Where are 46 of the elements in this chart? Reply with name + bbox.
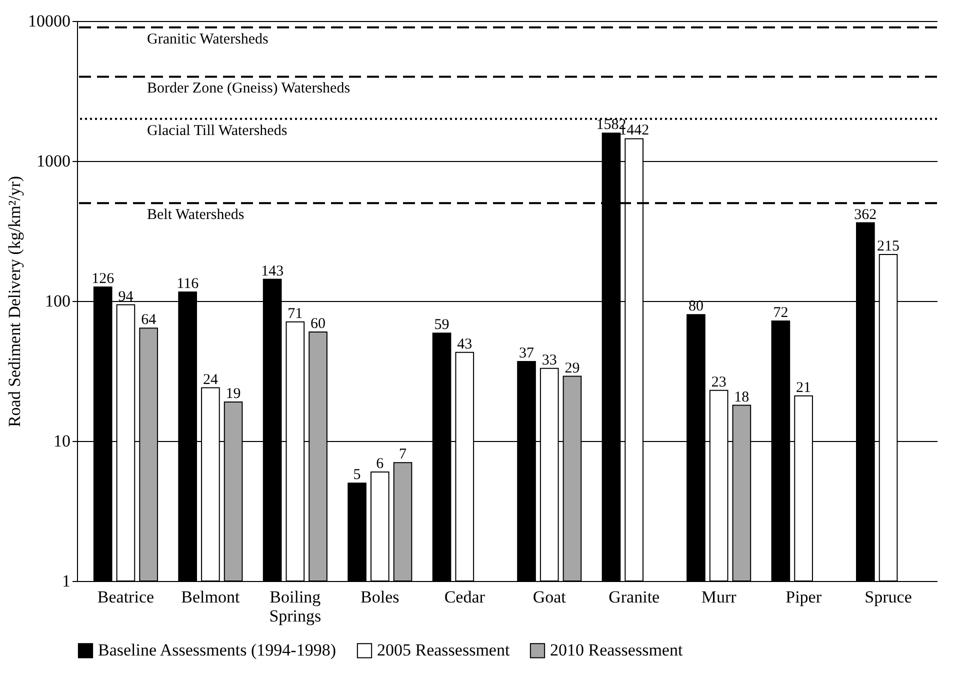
data-label: 5 [353, 467, 361, 484]
ref-line-label: Granitic Watersheds [147, 31, 269, 48]
data-label: 43 [457, 336, 472, 352]
data-label: 37 [519, 345, 535, 362]
y-tick-label: 1 [62, 572, 70, 590]
data-label: 143 [261, 263, 284, 280]
y-tick-label: 10000 [28, 12, 70, 30]
data-label: 7 [399, 446, 408, 463]
x-tick-label: Spruce [864, 588, 912, 606]
ref-line-label: Glacial Till Watersheds [147, 122, 288, 139]
data-label: 116 [176, 276, 200, 292]
x-tick-label: Beatrice [97, 588, 154, 606]
data-label: 71 [288, 306, 303, 322]
y-tick-label: 10 [54, 432, 70, 450]
data-label: 60 [310, 316, 326, 332]
data-label: 29 [564, 360, 580, 376]
data-label: 94 [118, 288, 134, 305]
y-tick-label: 1000 [36, 152, 70, 170]
x-tick-label: Boiling Springs [269, 588, 322, 626]
ref-line-label: Border Zone (Gneiss) Watersheds [147, 80, 350, 97]
data-label: 33 [542, 352, 557, 368]
x-tick-label: Boles [360, 588, 400, 606]
y-axis-title: Road Sediment Delivery (kg/km²/yr) [5, 176, 24, 428]
data-label: 6 [376, 456, 384, 472]
x-tick-label: Piper [786, 588, 822, 606]
legend-label: Baseline Assessments (1994-1998) [98, 640, 336, 660]
x-tick-label: Granite [608, 588, 660, 606]
y-tick-label: 100 [45, 292, 70, 310]
legend-label: 2005 Reassessment [377, 640, 510, 660]
data-label: 18 [734, 389, 750, 406]
legend-label: 2010 Reassessment [550, 640, 683, 660]
data-label: 19 [226, 386, 241, 402]
x-tick-label: Goat [532, 588, 566, 606]
x-tick-label: Murr [701, 588, 737, 606]
data-label: 362 [854, 206, 877, 223]
data-label: 24 [202, 372, 218, 388]
data-label: 59 [434, 317, 450, 334]
data-label: 126 [92, 270, 115, 287]
ref-line-label: Belt Watersheds [147, 207, 244, 224]
x-tick-label: Belmont [181, 588, 240, 606]
data-label: 215 [877, 238, 900, 254]
data-label: 23 [711, 374, 726, 390]
x-tick-label: Cedar [444, 588, 486, 606]
data-label: 21 [796, 380, 812, 396]
data-label: 72 [773, 304, 788, 321]
data-label: 64 [141, 312, 157, 328]
